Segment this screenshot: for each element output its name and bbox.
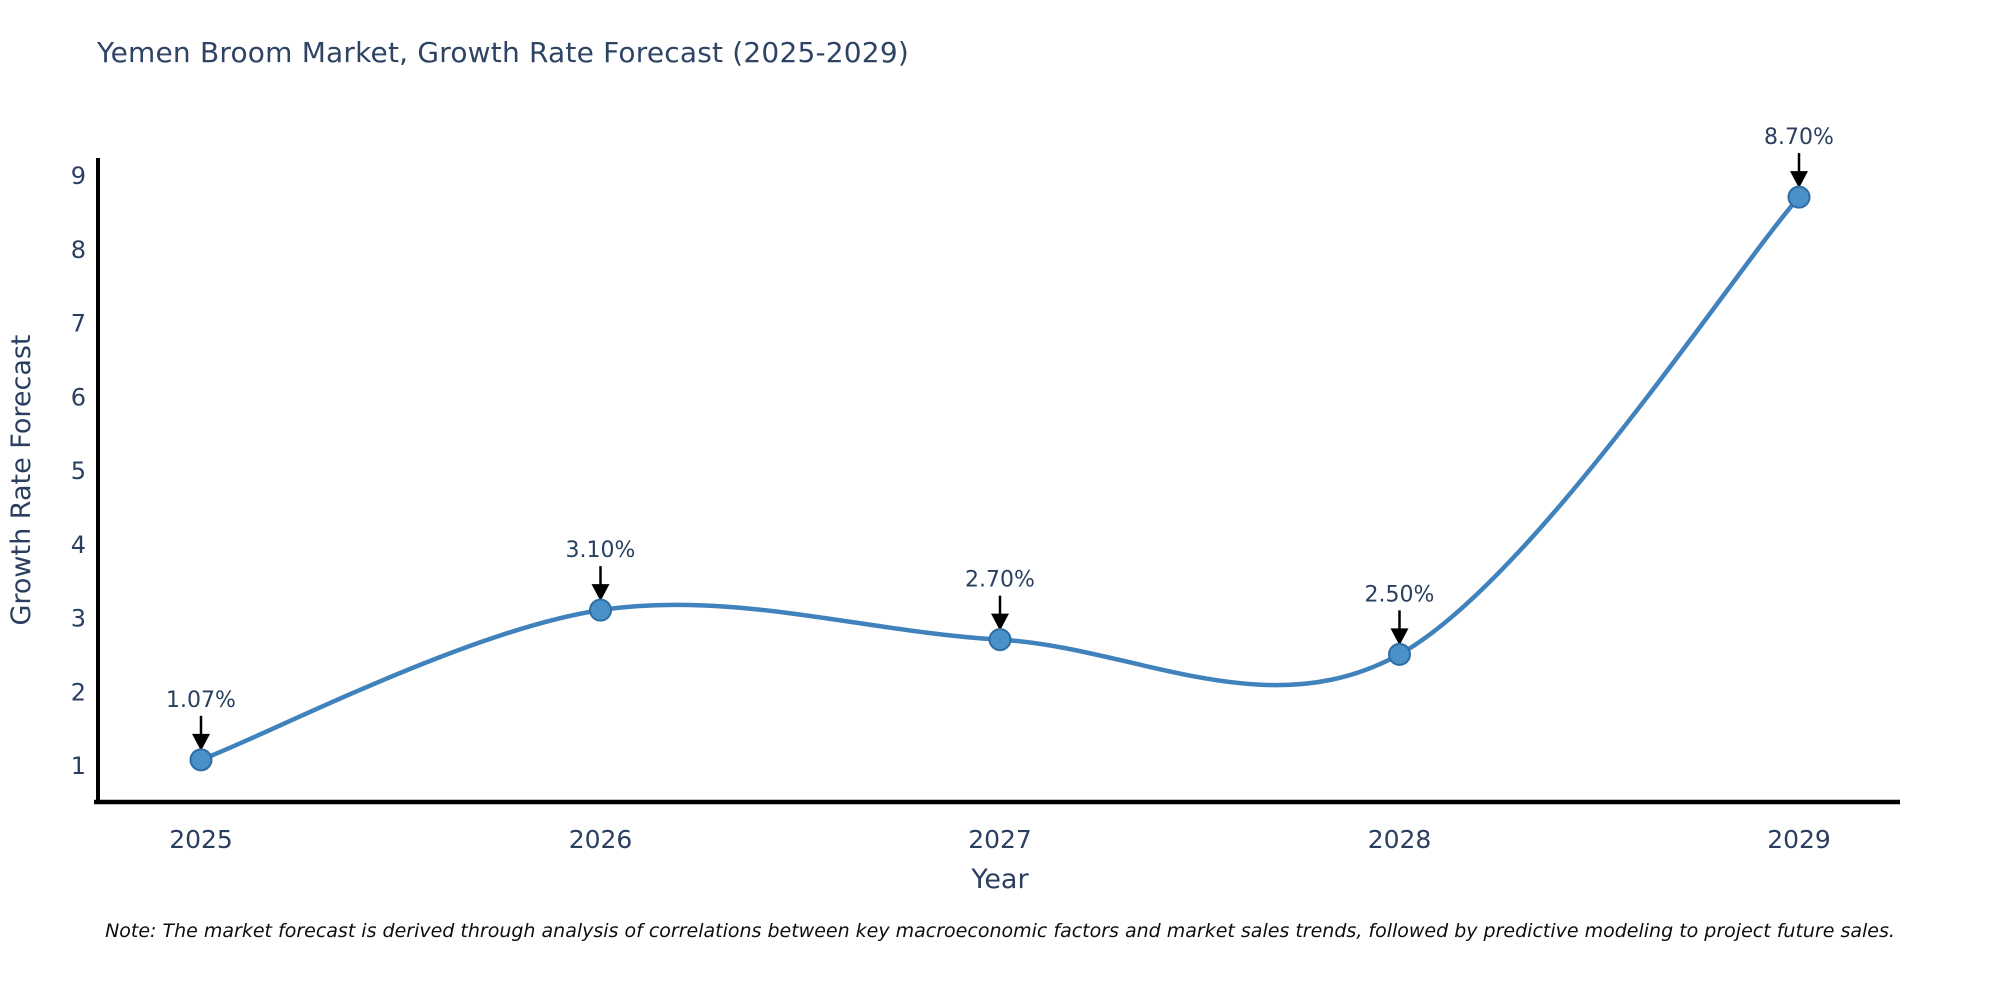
x-tick-label: 2029 bbox=[1767, 825, 1831, 854]
x-tick-label: 2026 bbox=[569, 825, 633, 854]
y-tick-label: 3 bbox=[71, 605, 86, 633]
data-point-label: 8.70% bbox=[1764, 125, 1834, 150]
y-tick-label: 9 bbox=[71, 162, 86, 190]
y-tick-label: 6 bbox=[71, 383, 86, 411]
x-tick-label: 2027 bbox=[968, 825, 1032, 854]
x-tick-label: 2025 bbox=[169, 825, 233, 854]
annotation-down-arrowhead bbox=[192, 733, 210, 751]
y-tick-label: 5 bbox=[71, 457, 86, 485]
y-axis-title: Growth Rate Forecast bbox=[6, 334, 37, 625]
y-tick-label: 8 bbox=[71, 236, 86, 264]
data-point-marker[interactable] bbox=[1787, 185, 1811, 209]
x-tick-label: 2028 bbox=[1368, 825, 1432, 854]
forecast-spline-line bbox=[198, 194, 1802, 763]
annotation-down-arrowhead bbox=[1390, 628, 1409, 646]
data-point-label: 2.50% bbox=[1365, 582, 1435, 607]
footnote: Note: The market forecast is derived thr… bbox=[105, 920, 1895, 942]
data-point-marker[interactable] bbox=[1388, 642, 1411, 666]
annotation-down-arrowhead bbox=[1790, 171, 1808, 189]
annotation-down-arrowhead bbox=[591, 584, 610, 602]
chart-title: Yemen Broom Market, Growth Rate Forecast… bbox=[97, 36, 909, 69]
data-point-label: 2.70% bbox=[965, 568, 1035, 593]
y-tick-label: 1 bbox=[71, 752, 86, 780]
data-point-label: 3.10% bbox=[566, 538, 636, 563]
data-point-marker[interactable] bbox=[189, 748, 213, 772]
y-tick-label: 7 bbox=[71, 310, 86, 338]
annotation-down-arrowhead bbox=[991, 613, 1009, 631]
data-point-label: 1.07% bbox=[166, 688, 236, 713]
data-point-marker[interactable] bbox=[988, 628, 1012, 652]
y-tick-label: 4 bbox=[71, 531, 86, 559]
x-axis-title: Year bbox=[970, 864, 1029, 895]
y-tick-label: 2 bbox=[71, 678, 86, 706]
data-point-marker[interactable] bbox=[589, 598, 612, 622]
